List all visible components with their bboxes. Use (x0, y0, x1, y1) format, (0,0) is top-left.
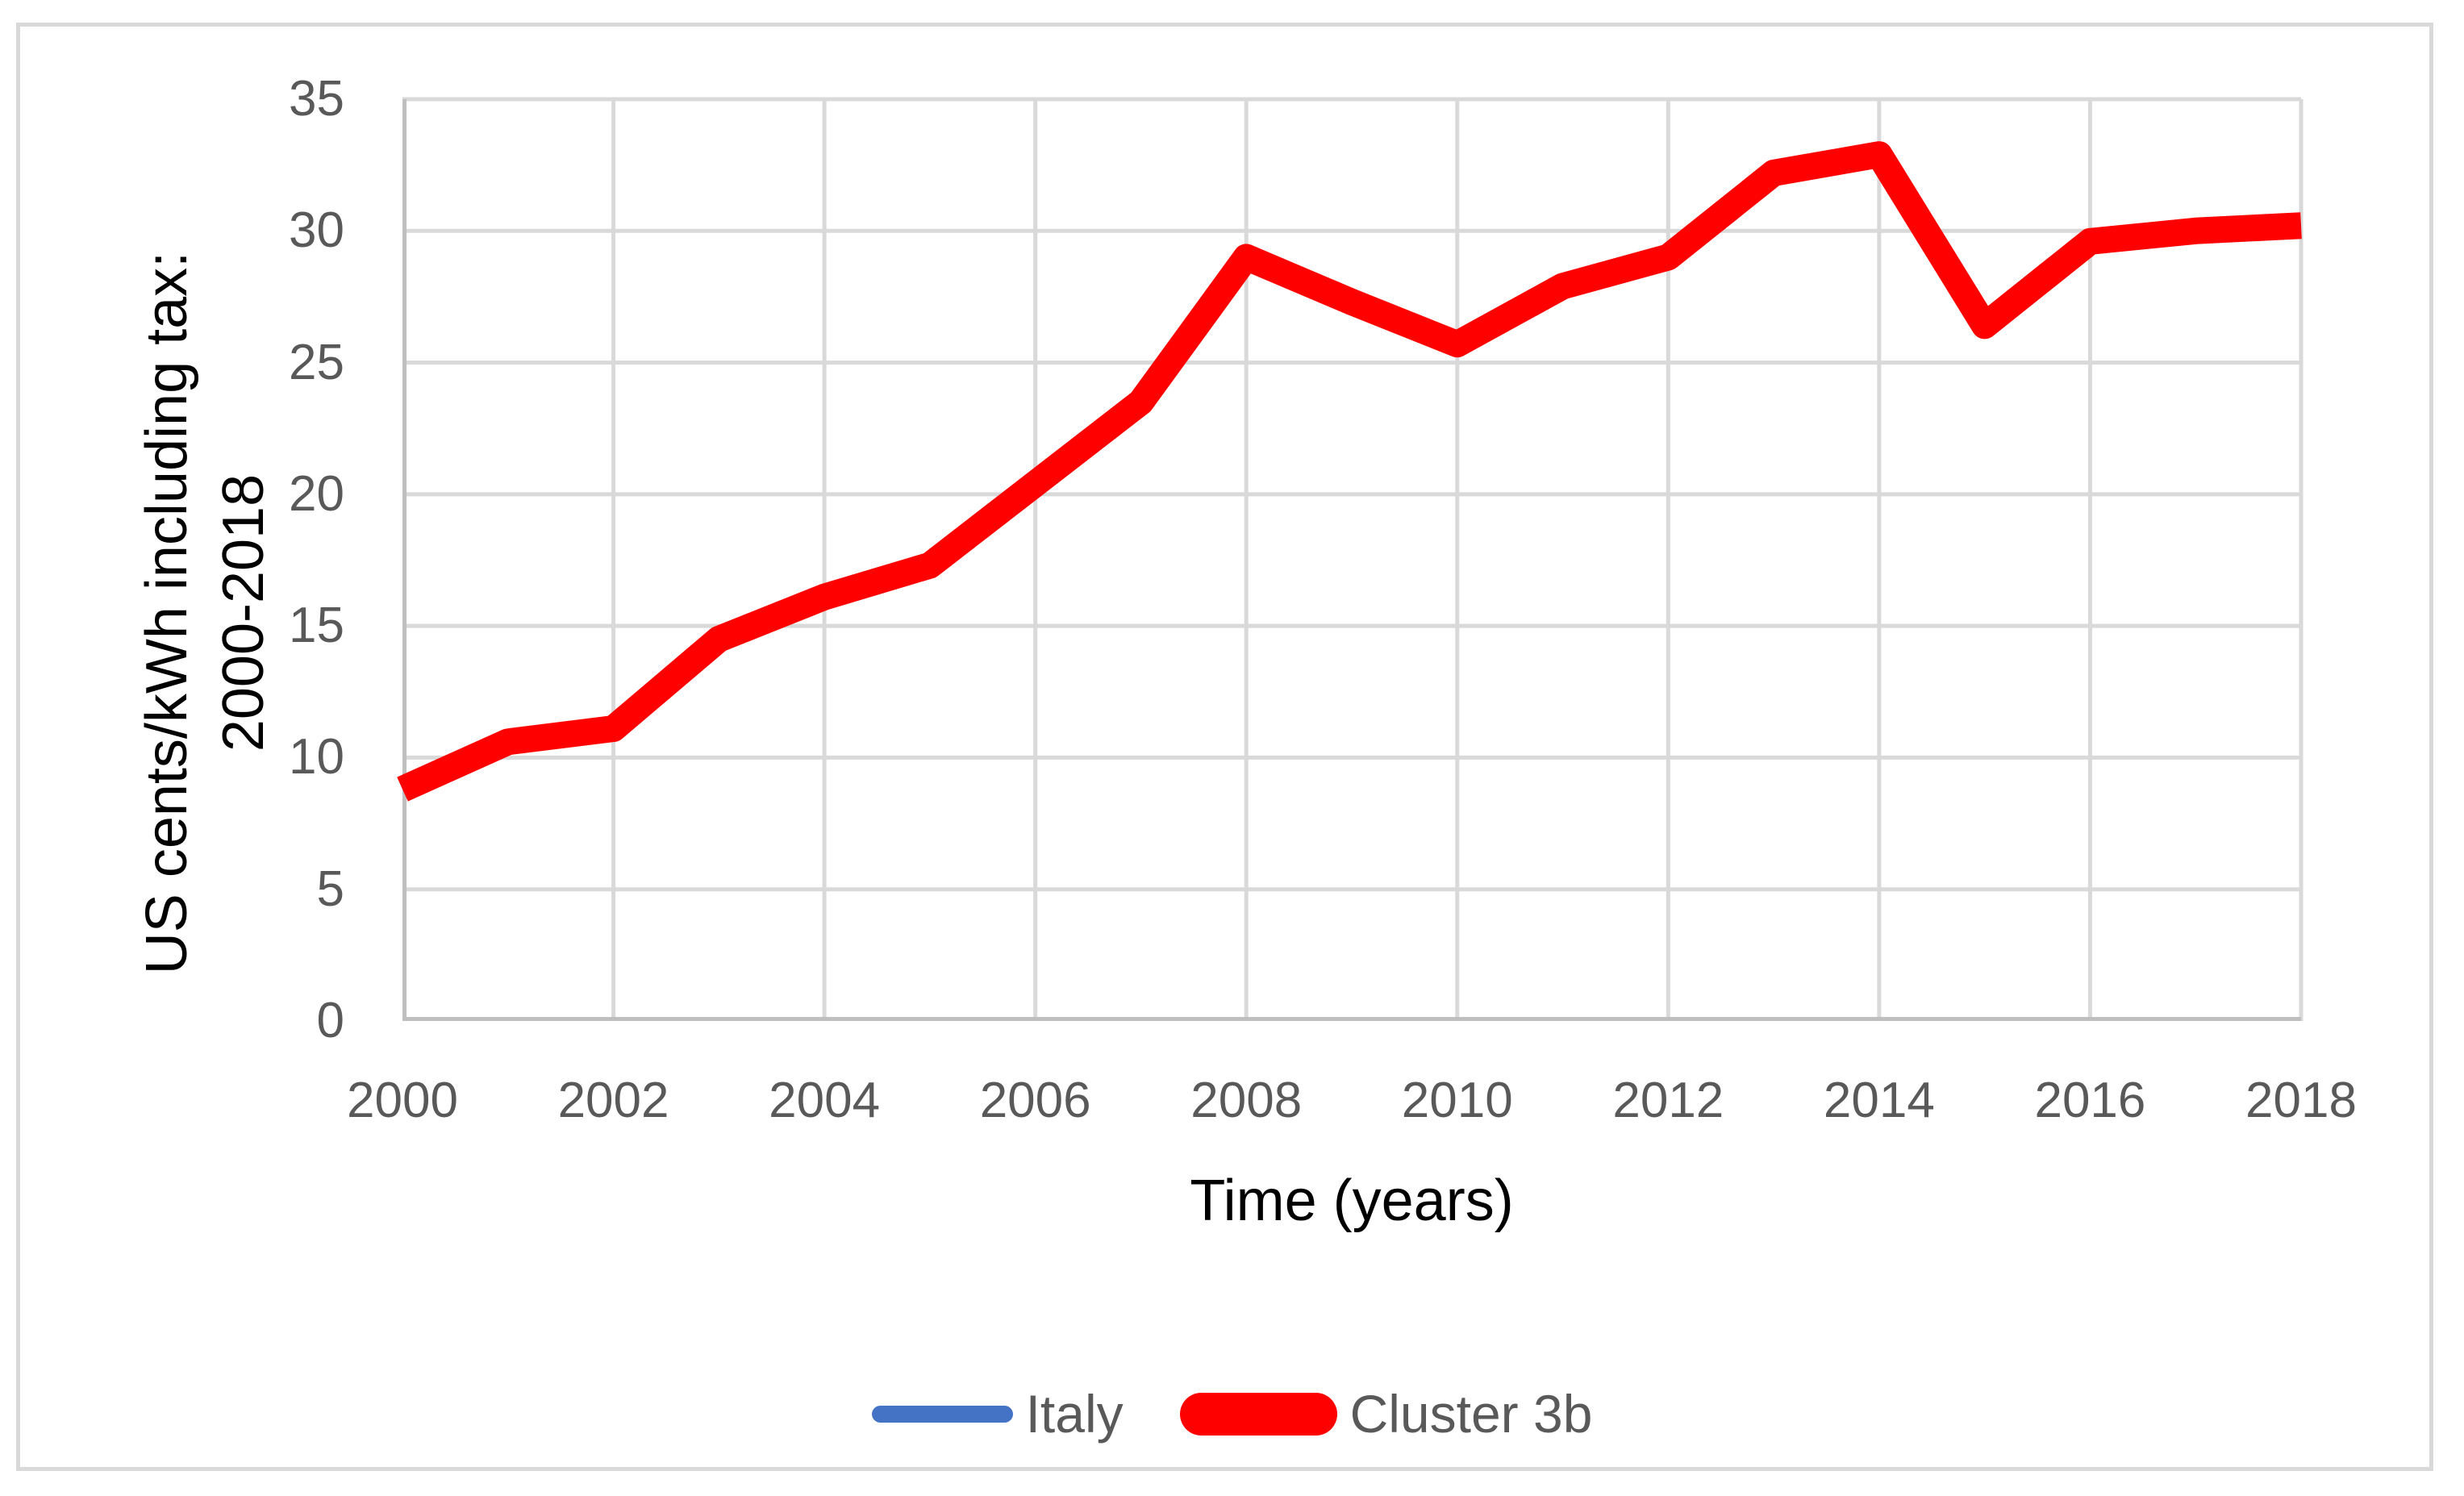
x-tick-label-2000: 2000 (347, 1073, 458, 1128)
legend: Italy Cluster 3b (0, 1383, 2464, 1444)
legend-label-cluster-3b: Cluster 3b (1349, 1384, 1593, 1444)
plot-area (397, 97, 2303, 1021)
italy-line (401, 151, 2302, 793)
x-tick-label-2006: 2006 (979, 1073, 1091, 1128)
x-axis-title: Time (years) (1190, 1169, 1514, 1233)
figure-border (16, 23, 2433, 1471)
y-tick-label-5: 5 (316, 861, 344, 917)
legend-label-italy: Italy (1025, 1384, 1124, 1444)
x-tick-label-2010: 2010 (1401, 1073, 1513, 1128)
y-tick-label-30: 30 (289, 202, 344, 259)
y-tick-label-35: 35 (289, 71, 344, 127)
x-tick-label-2008: 2008 (1190, 1073, 1303, 1128)
x-tick-label-2014: 2014 (1823, 1073, 1935, 1128)
x-tick-label-2016: 2016 (2034, 1073, 2146, 1128)
legend-item-italy: Italy (871, 1383, 1124, 1444)
cluster-3b-line (397, 141, 2302, 802)
x-tick-label-2018: 2018 (2245, 1073, 2357, 1128)
legend-item-cluster-3b: Cluster 3b (1179, 1383, 1593, 1444)
y-tick-label-20: 20 (289, 465, 344, 522)
x-tick-label-2004: 2004 (769, 1073, 881, 1128)
italy-line-swatch (871, 1405, 1013, 1423)
y-tick-label-25: 25 (289, 334, 344, 390)
x-tick-label-2002: 2002 (557, 1073, 669, 1128)
y-tick-label-0: 0 (316, 993, 344, 1048)
y-tick-label-15: 15 (289, 598, 344, 654)
y-tick-label-10: 10 (289, 729, 344, 786)
cluster-3b-line-swatch (1179, 1392, 1337, 1436)
x-tick-label-2012: 2012 (1612, 1073, 1724, 1128)
